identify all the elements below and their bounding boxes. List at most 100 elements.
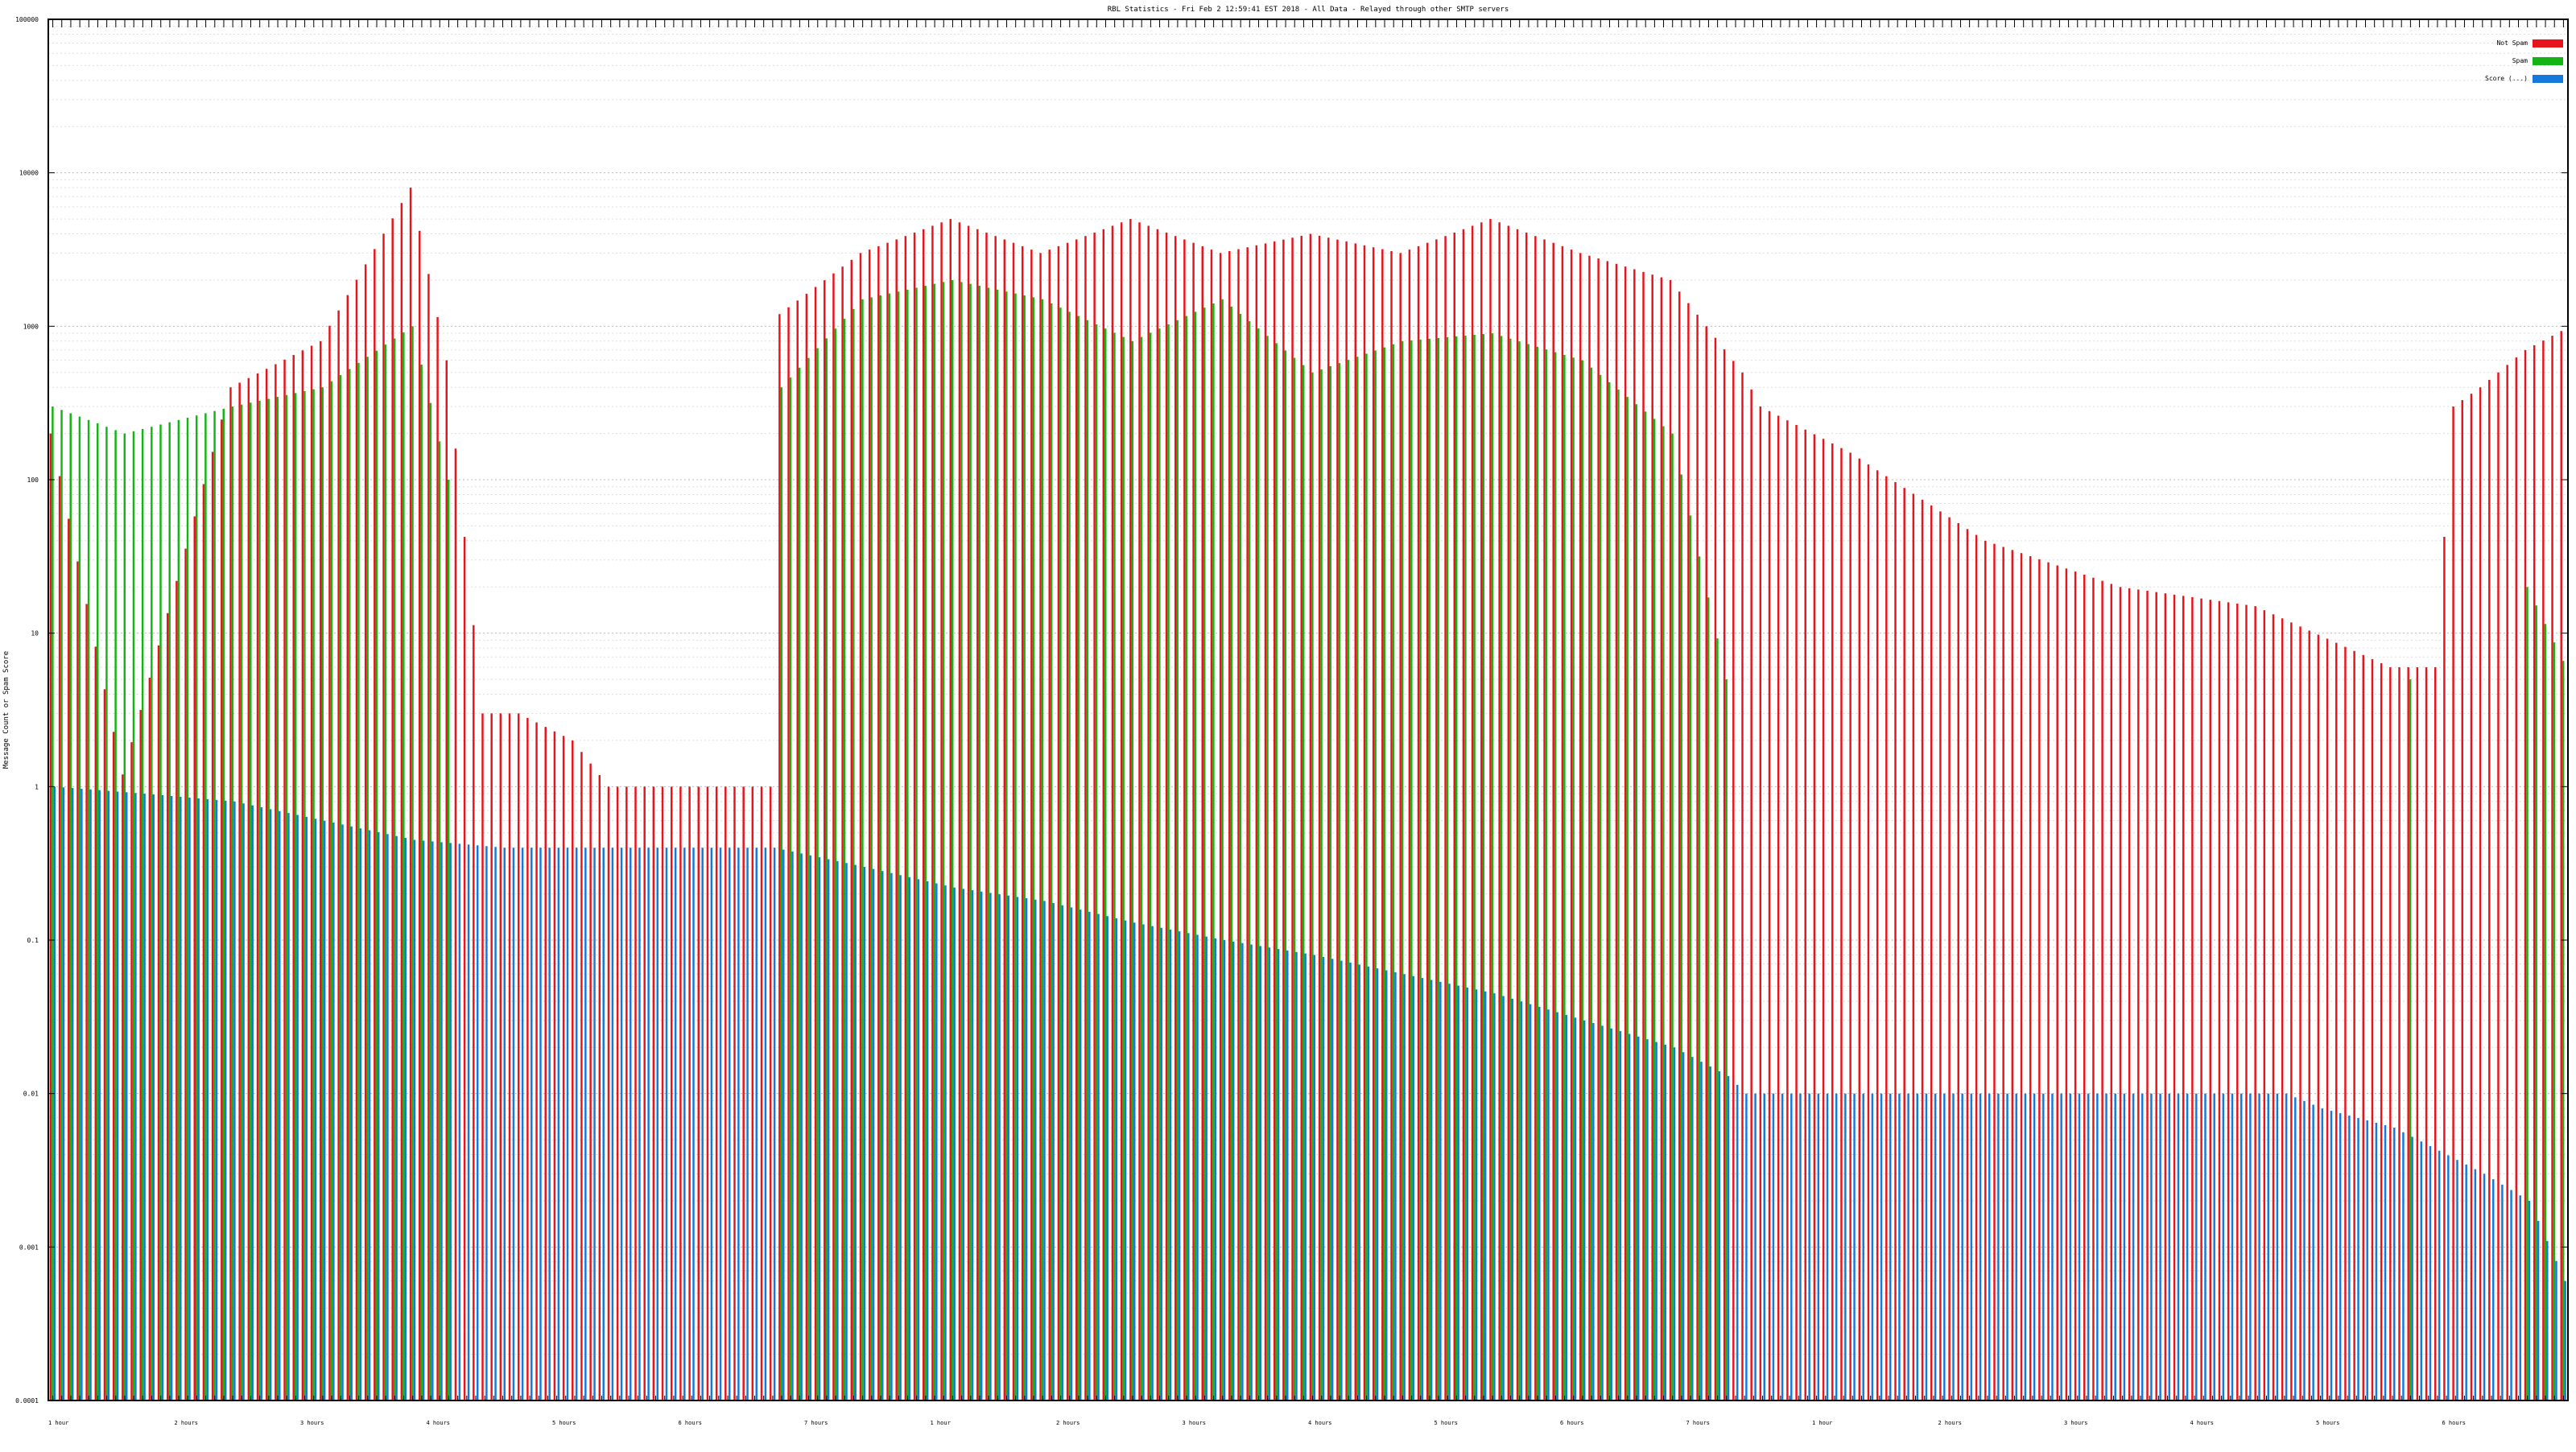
bar-score- (2330, 1111, 2333, 1400)
bar-spam (789, 377, 792, 1400)
bar-not-spam (202, 484, 205, 1400)
bar-spam (1068, 311, 1071, 1400)
bar-not-spam (967, 225, 970, 1400)
bar-not-spam (409, 188, 412, 1401)
bar-score- (1052, 903, 1055, 1400)
bar-score- (2213, 1093, 2215, 1400)
bar-not-spam (778, 314, 781, 1401)
bar-not-spam (1903, 488, 1905, 1400)
bar-score- (1628, 1033, 1631, 1400)
bar-not-spam (1102, 229, 1105, 1400)
bar-spam (1167, 324, 1170, 1400)
bar-score- (2393, 1127, 2396, 1400)
bar-not-spam (580, 752, 583, 1400)
bar-not-spam (1273, 241, 1276, 1400)
bar-score- (1178, 931, 1181, 1400)
bar-not-spam (2425, 666, 2428, 1400)
bar-score- (539, 848, 542, 1400)
bar-score- (1574, 1017, 1577, 1400)
bar-score- (2294, 1097, 2297, 1400)
bar-score- (1646, 1039, 1649, 1400)
x-tick-label: 2 hours (175, 1420, 199, 1426)
bar-score- (62, 787, 65, 1400)
bar-spam (1329, 365, 1331, 1401)
bar-not-spam (787, 307, 790, 1400)
bar-spam (294, 393, 297, 1400)
bar-score- (476, 845, 479, 1400)
bar-not-spam (1759, 406, 1762, 1401)
bar-spam (996, 289, 999, 1400)
bar-score- (413, 839, 416, 1400)
bar-score- (305, 816, 308, 1400)
bar-spam (960, 282, 963, 1401)
bar-spam (204, 413, 207, 1400)
bar-not-spam (913, 232, 916, 1401)
bar-score- (1457, 985, 1459, 1400)
bar-not-spam (616, 786, 619, 1400)
bar-not-spam (1165, 232, 1168, 1401)
bar-not-spam (688, 786, 691, 1400)
bar-not-spam (526, 717, 529, 1400)
bar-score- (872, 868, 875, 1400)
y-tick-label: 0.01 (23, 1091, 39, 1098)
bar-score- (1511, 998, 1513, 1400)
bar-not-spam (1597, 258, 1600, 1400)
bar-score- (1997, 1093, 2000, 1400)
bar-not-spam (1588, 255, 1591, 1400)
bar-score- (2456, 1160, 2458, 1400)
bar-spam (834, 328, 837, 1401)
bar-spam (1599, 374, 1602, 1401)
bar-not-spam (139, 710, 142, 1400)
bar-not-spam (445, 360, 448, 1400)
bar-score- (2222, 1093, 2225, 1400)
bar-not-spam (2524, 349, 2527, 1401)
bar-score- (1034, 899, 1037, 1400)
bar-score- (1961, 1093, 1963, 1400)
bar-not-spam (1948, 517, 1951, 1400)
bar-not-spam (2299, 626, 2301, 1400)
bar-score- (1394, 971, 1397, 1400)
bar-score- (1844, 1093, 1847, 1400)
bar-not-spam (841, 266, 844, 1400)
bar-spam (825, 338, 828, 1400)
bar-not-spam (2200, 598, 2202, 1400)
x-tick-label: 1 hour (48, 1420, 68, 1426)
bar-spam (141, 429, 144, 1400)
bar-not-spam (1570, 250, 1573, 1400)
bar-score- (1799, 1093, 1802, 1400)
bar-spam (1554, 352, 1557, 1401)
bar-score- (845, 863, 848, 1400)
bar-score- (1664, 1044, 1667, 1400)
bar-score- (2438, 1150, 2441, 1400)
bar-score- (467, 844, 470, 1400)
bar-spam (942, 282, 945, 1401)
bar-not-spam (1264, 243, 1267, 1400)
bar-not-spam (1975, 534, 1978, 1400)
bar-not-spam (1129, 219, 1132, 1401)
bar-not-spam (1030, 250, 1033, 1400)
bar-spam (1446, 336, 1449, 1400)
bar-spam (420, 365, 423, 1400)
bar-score- (2015, 1093, 2017, 1400)
bar-score- (1367, 966, 1370, 1400)
bar-spam (1239, 313, 1242, 1400)
bar-score- (2384, 1124, 2387, 1400)
bar-spam (1482, 334, 1484, 1400)
x-tick-labels: 1 hour 2 hours 3 hours 4 hours 5 hours 6 hour… (48, 1420, 2466, 1426)
bar-score- (485, 846, 488, 1400)
bar-score- (2042, 1093, 2045, 1400)
bar-score- (818, 857, 821, 1400)
bar-score- (2141, 1093, 2144, 1400)
y-tick-label: 1 (35, 783, 39, 790)
bar-score- (224, 800, 227, 1400)
bar-not-spam (760, 786, 763, 1400)
chart-title: RBL Statistics - Fri Feb 2 12:59:41 EST … (1108, 6, 1509, 14)
bar-score- (1376, 968, 1379, 1400)
bar-score- (1088, 911, 1091, 1400)
bar-not-spam (2380, 662, 2383, 1400)
bar-not-spam (1228, 250, 1231, 1401)
bar-not-spam (1516, 229, 1519, 1400)
bar-not-spam (221, 419, 223, 1400)
